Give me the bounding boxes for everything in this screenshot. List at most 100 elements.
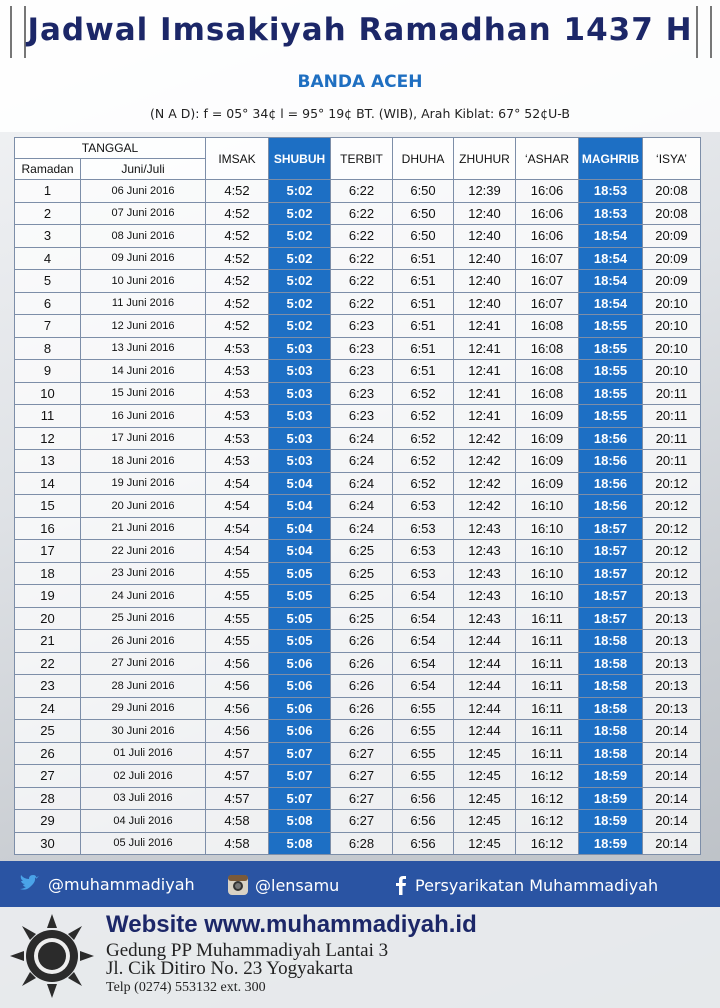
table-cell: 4:52 [205, 269, 269, 293]
table-cell: 5 [14, 269, 81, 293]
table-cell: 6:23 [330, 314, 393, 338]
table-cell: 24 Juni 2016 [80, 584, 206, 608]
table-cell: 12:42 [453, 494, 516, 518]
table-cell: 6:25 [330, 584, 393, 608]
decoration [10, 6, 26, 58]
table-cell: 16:12 [515, 764, 579, 788]
table-cell: 18 [14, 561, 81, 585]
table-cell: 23 [14, 674, 81, 698]
table-cell: 4:55 [205, 606, 269, 630]
table-cell: 01 Juli 2016 [80, 741, 206, 765]
column-header: ZHUHUR [453, 137, 516, 180]
table-cell: 07 Juni 2016 [80, 201, 206, 225]
table-cell: 18:56 [578, 471, 643, 495]
table-cell: 20:09 [642, 224, 701, 248]
table-cell: 16:12 [515, 809, 579, 833]
table-cell: 12:43 [453, 606, 516, 630]
table-cell: 4:57 [205, 764, 269, 788]
table-cell: 18:54 [578, 291, 643, 315]
table-cell: 12:44 [453, 651, 516, 675]
table-cell: 18:55 [578, 314, 643, 338]
table-cell: 18:59 [578, 809, 643, 833]
table-cell: 12:42 [453, 449, 516, 473]
table-cell: 6:53 [392, 516, 454, 540]
table-cell: 5:02 [268, 224, 331, 248]
table-cell: 6:25 [330, 539, 393, 563]
table-cell: 20:14 [642, 764, 701, 788]
table-cell: 20:13 [642, 629, 701, 653]
table-cell: 20:12 [642, 539, 701, 563]
table-cell: 16:12 [515, 786, 579, 810]
table-cell: 6:23 [330, 359, 393, 383]
table-cell: 20:11 [642, 426, 701, 450]
table-cell: 12:42 [453, 471, 516, 495]
table-cell: 22 Juni 2016 [80, 539, 206, 563]
table-cell: 6:52 [392, 471, 454, 495]
table-cell: 12:43 [453, 561, 516, 585]
table-cell: 11 Juni 2016 [80, 291, 206, 315]
table-cell: 20:10 [642, 291, 701, 315]
table-cell: 5:02 [268, 179, 331, 203]
table-cell: 6:52 [392, 449, 454, 473]
table-cell: 15 [14, 494, 81, 518]
facebook-name: Persyarikatan Muhammadiyah [415, 875, 659, 895]
table-cell: 20:10 [642, 359, 701, 383]
column-header: DHUHA [392, 137, 454, 180]
table-cell: 20:14 [642, 741, 701, 765]
table-cell: 12 [14, 426, 81, 450]
table-row: 28 03 Juli 2016 4:57 5:07 6:27 6:56 12:45 16:12… [14, 786, 701, 810]
twitter: @muhammadiyah [18, 874, 195, 894]
table-cell: 20:10 [642, 314, 701, 338]
column-header: TERBIT [330, 137, 393, 180]
table-cell: 18:58 [578, 651, 643, 675]
table-cell: 6:22 [330, 269, 393, 293]
table-cell: 16:08 [515, 336, 579, 360]
table-cell: 12:40 [453, 201, 516, 225]
table-cell: 02 Juli 2016 [80, 764, 206, 788]
instagram: @lensamu [227, 874, 339, 896]
table-cell: 18:58 [578, 674, 643, 698]
table-row: 4 09 Juni 2016 4:52 5:02 6:22 6:51 12:40 16:07 1… [14, 246, 701, 270]
website[interactable]: Website www.muhammadiyah.id [106, 911, 477, 938]
decoration [696, 6, 712, 58]
table-cell: 16:11 [515, 719, 579, 743]
table-cell: 19 Juni 2016 [80, 471, 206, 495]
table-cell: 12:45 [453, 831, 516, 855]
table-cell: 5:05 [268, 606, 331, 630]
table-cell: 6:26 [330, 719, 393, 743]
table-row: 14 19 Juni 2016 4:54 5:04 6:24 6:52 12:42 16:09… [14, 471, 701, 495]
table-cell: 6:22 [330, 201, 393, 225]
table-cell: 24 [14, 696, 81, 720]
table-cell: 16:06 [515, 224, 579, 248]
facebook: Persyarikatan Muhammadiyah [393, 874, 658, 896]
table-cell: 6:54 [392, 606, 454, 630]
table-cell: 6:23 [330, 336, 393, 360]
table-cell: 30 Juni 2016 [80, 719, 206, 743]
table-cell: 18:55 [578, 404, 643, 428]
table-cell: 5:03 [268, 426, 331, 450]
table-cell: 18:58 [578, 719, 643, 743]
table-cell: 5:03 [268, 359, 331, 383]
logo [10, 914, 94, 998]
table-cell: 4:54 [205, 516, 269, 540]
column-header: Juni/Juli [80, 158, 206, 180]
table-row: 16 21 Juni 2016 4:54 5:04 6:24 6:53 12:43 16:10… [14, 516, 701, 540]
table-cell: 18:54 [578, 269, 643, 293]
table-cell: 5:07 [268, 786, 331, 810]
table-cell: 16 [14, 516, 81, 540]
table-cell: 6:27 [330, 786, 393, 810]
table-cell: 5:06 [268, 651, 331, 675]
table-cell: 16:11 [515, 741, 579, 765]
table-cell: 6:54 [392, 651, 454, 675]
table-cell: 6:24 [330, 494, 393, 518]
table-row: 2 07 Juni 2016 4:52 5:02 6:22 6:50 12:40 16:06 1… [14, 201, 701, 225]
table-cell: 12:44 [453, 674, 516, 698]
table-cell: 6:26 [330, 696, 393, 720]
table-row: 19 24 Juni 2016 4:55 5:05 6:25 6:54 12:43 16:10… [14, 584, 701, 608]
table-cell: 7 [14, 314, 81, 338]
table-cell: 4:53 [205, 359, 269, 383]
table-cell: 18:57 [578, 606, 643, 630]
title: Jadwal Imsakiyah Ramadhan 1437 H [27, 12, 693, 48]
table-cell: 5:02 [268, 201, 331, 225]
